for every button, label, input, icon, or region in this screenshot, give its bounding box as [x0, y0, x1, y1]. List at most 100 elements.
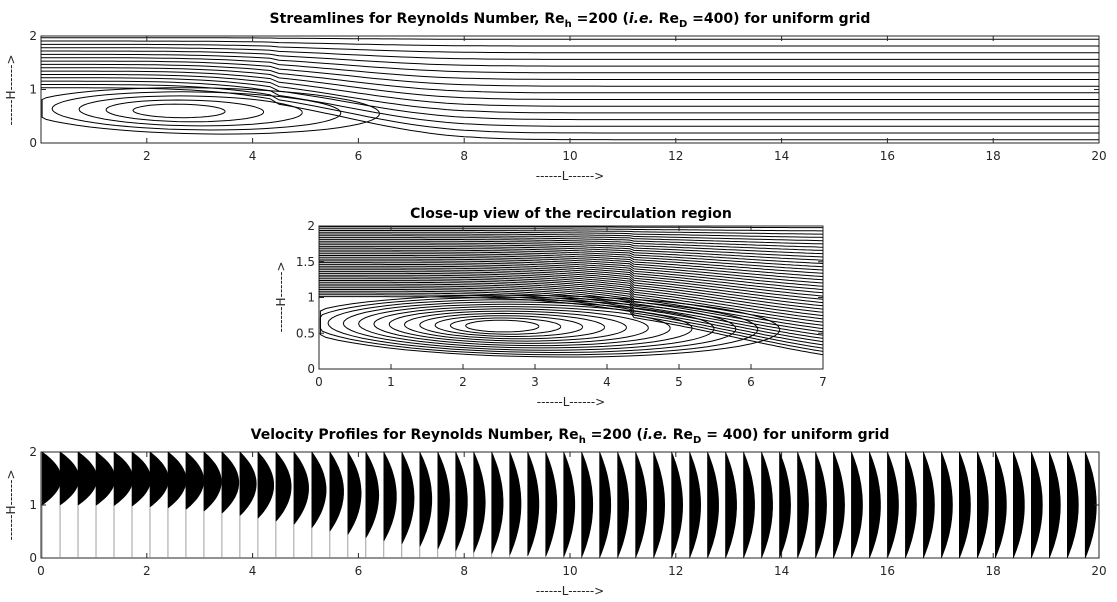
velocity-profile [401, 452, 415, 545]
y-tick-label: 1 [29, 498, 37, 512]
plot-1-xlabel: ------L------> [536, 169, 605, 183]
recirculation-streamline [105, 99, 265, 123]
through-streamline [319, 285, 823, 336]
velocity-profile [491, 452, 504, 555]
through-streamline [319, 233, 823, 242]
through-streamline [319, 228, 823, 232]
velocity-profile [994, 452, 1007, 558]
through-streamline [319, 272, 823, 313]
through-streamline [41, 43, 1099, 54]
x-tick-label: 6 [355, 564, 363, 578]
through-streamline [319, 258, 823, 287]
velocity-profile [311, 452, 327, 529]
title-fragment: = 400) for uniform grid [701, 427, 889, 443]
plot-1-y-ticks: 0 1 2 [29, 29, 1099, 150]
title-fragment: =200 ( [586, 427, 643, 443]
velocity-profile [905, 452, 917, 558]
plot-2: Close-up view of the recirculation regio… [274, 206, 827, 409]
title-fragment: =400) for uniform grid [687, 11, 870, 27]
recirculation-streamline [465, 319, 540, 333]
title-fragment: h [565, 19, 572, 30]
through-streamline [319, 247, 823, 268]
plot-3-y-ticks: 0 1 2 [29, 445, 1099, 565]
title-fragment: D [679, 19, 687, 30]
through-streamline [319, 246, 823, 264]
through-streamline [41, 60, 1099, 87]
x-tick-label: 0 [37, 564, 45, 578]
through-streamline [41, 53, 1099, 74]
y-tick-label: 1 [29, 83, 37, 97]
recirculation-streamline [78, 95, 303, 127]
through-streamline [319, 294, 823, 352]
velocity-profile [617, 452, 630, 558]
recirculation-streamline [132, 103, 226, 119]
velocity-profile [365, 452, 380, 539]
x-tick-label: 2 [143, 149, 151, 163]
velocity-profile [455, 452, 468, 552]
recirculation-streamline [327, 299, 737, 354]
through-streamline [319, 226, 823, 229]
through-streamline [319, 231, 823, 238]
plot-1-axes [40, 35, 1100, 144]
x-tick-label: 2 [459, 375, 467, 389]
title-fragment: h [579, 435, 586, 446]
through-streamline [41, 50, 1099, 67]
recirculation-streamline [388, 308, 649, 344]
through-streamline [319, 265, 823, 300]
through-streamline [319, 235, 823, 245]
through-streamline [319, 244, 823, 261]
y-tick-label: 2 [307, 219, 315, 233]
title-fragment: Re [668, 427, 693, 443]
plot-1-ylabel: ------H------> [4, 54, 18, 125]
y-tick-label: 0 [29, 551, 37, 565]
velocity-profile [329, 452, 344, 533]
plot-3-x-ticks: 0 2 4 6 8 10 12 14 16 18 20 [37, 452, 1107, 578]
velocity-profile [779, 452, 791, 558]
y-tick-label: 1 [307, 291, 315, 305]
velocity-profile [815, 452, 827, 558]
recirculation-streamline [403, 310, 627, 342]
through-streamline [41, 40, 1099, 47]
velocity-profile [833, 452, 845, 558]
velocity-profile [635, 452, 648, 558]
x-tick-label: 14 [774, 149, 789, 163]
recirculation-streamline [342, 301, 715, 351]
x-tick-label: 7 [819, 375, 827, 389]
y-tick-label: 2 [29, 445, 37, 459]
title-fragment: i.e. [629, 11, 654, 27]
through-streamline [319, 262, 823, 294]
x-tick-label: 10 [562, 564, 577, 578]
recirculation-streamline [419, 312, 606, 340]
title-fragment: Velocity Profiles for Reynolds Number, R… [251, 427, 579, 443]
x-tick-label: 1 [387, 375, 395, 389]
x-tick-label: 4 [249, 564, 257, 578]
velocity-profile [563, 452, 576, 558]
x-tick-label: 2 [143, 564, 151, 578]
velocity-profile [761, 452, 773, 558]
x-tick-label: 8 [460, 149, 468, 163]
plot-3: Velocity Profiles for Reynolds Number, R… [4, 427, 1107, 598]
x-tick-label: 18 [986, 149, 1001, 163]
y-tick-label: 2 [29, 29, 37, 43]
through-streamline [41, 63, 1099, 94]
through-streamline [319, 267, 823, 304]
velocity-profile [689, 452, 702, 558]
title-fragment: Re [654, 11, 679, 27]
recirculation-streamline [373, 306, 671, 347]
velocity-profile [293, 452, 309, 526]
x-tick-label: 12 [668, 564, 683, 578]
velocity-profile [581, 452, 594, 558]
plot-2-streamlines [319, 226, 823, 358]
velocity-profile [923, 452, 935, 558]
through-streamline [41, 70, 1099, 107]
through-streamline [319, 271, 823, 310]
velocity-profile [976, 452, 989, 558]
through-streamline [319, 292, 823, 349]
through-streamline [41, 47, 1099, 60]
recirculation-streamline [51, 91, 342, 131]
velocity-profile [1012, 452, 1025, 558]
x-tick-label: 18 [986, 564, 1001, 578]
through-streamline [319, 238, 823, 251]
velocity-profile [851, 452, 863, 558]
